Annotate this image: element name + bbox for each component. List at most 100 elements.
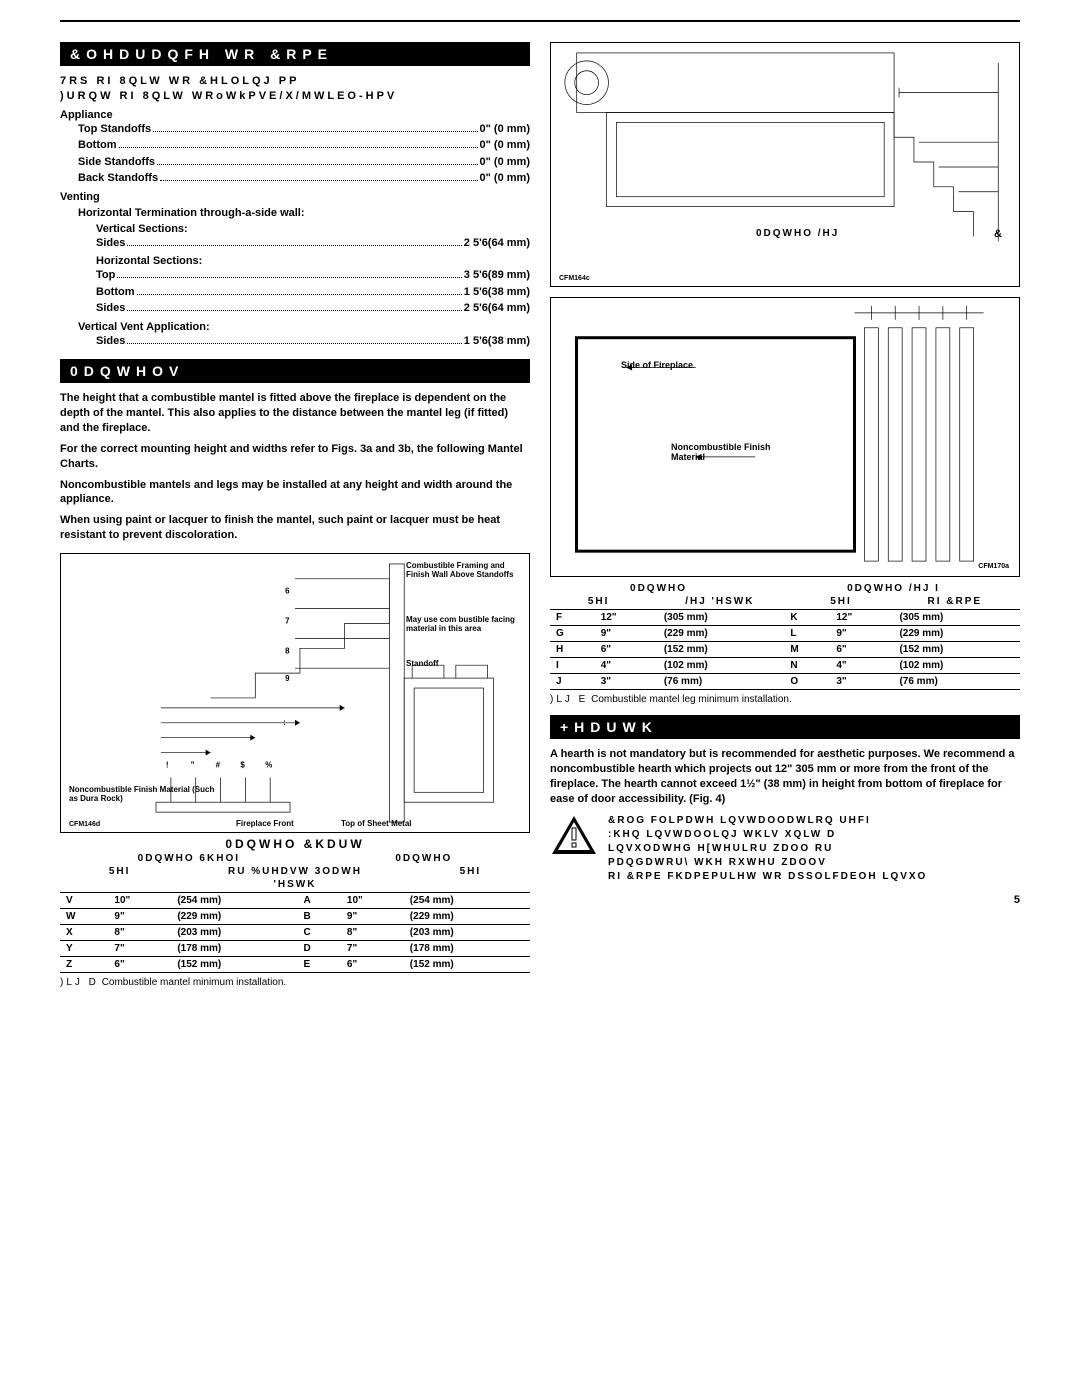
table-row: F12"(305 mm)K12"(305 mm) [550,610,1020,626]
table-cell: 12" [595,610,658,626]
vert-vent-label: Vertical Vent Application: [60,321,530,333]
chart3b-sub-left: 0DQWHO [630,583,687,594]
left-column: &OHDUDQFH WR &RPE 7RS RI 8QLW WR &HLOLQJ… [60,42,530,998]
table-cell: (152 mm) [171,956,297,972]
table-cell: 9" [830,626,893,642]
dots [127,245,461,246]
diagram-code-top: CFM164c [559,275,590,282]
table-cell: 10" [341,892,404,908]
fig3b-caption: )LJ E Combustible mantel leg minimum ins… [550,694,1020,705]
spec-row: Side Standoffs 0" (0 mm) [60,154,530,171]
table-cell: 3" [830,674,893,690]
table-cell: (254 mm) [404,892,530,908]
table-cell: Z [60,956,108,972]
dots [153,131,477,132]
table-cell: 7" [108,940,171,956]
table-row: Y7"(178 mm)D7"(178 mm) [60,940,530,956]
table-cell: (102 mm) [893,658,1020,674]
dots [127,310,461,311]
svg-text:%: % [265,760,272,769]
table-cell: 9" [595,626,658,642]
table-cell: 6" [595,642,658,658]
table-cell: E [297,956,340,972]
table-row: G9"(229 mm)L9"(229 mm) [550,626,1020,642]
chart3a-breast: RU %UHDVW 3ODWH [228,866,362,877]
spec-label: Top [96,267,115,284]
mantels-para: For the correct mounting height and widt… [60,442,530,472]
clearance-line1: 7RS RI 8QLW WR &HLOLQJ PP [60,74,530,89]
svg-text:9: 9 [285,674,290,683]
table-cell: O [784,674,830,690]
table-cell: (178 mm) [404,940,530,956]
diagram-code-bot: CFM170a [978,563,1009,570]
horiz-sections-label: Horizontal Sections: [60,255,530,267]
table-cell: F [550,610,595,626]
chart3a-ref-left: 5HI [109,866,131,877]
table-cell: 4" [830,658,893,674]
table-cell: 3" [595,674,658,690]
warn-line: PDQGDWRU\ WKH RXWHU ZDOOV [608,856,927,870]
spec-val: 0" (0 mm) [480,170,530,187]
spec-label: Sides [96,235,125,252]
table-cell: (305 mm) [893,610,1020,626]
mantels-para: Noncombustible mantels and legs may be i… [60,478,530,508]
figure-3b-bottom: Side of Fireplace Noncombustible Finish … [550,297,1020,577]
table-cell: X [60,924,108,940]
spec-row: Sides 2 5'6(64 mm) [60,235,530,252]
caption-prefix: )LJ D [60,977,99,988]
table-cell: 6" [108,956,171,972]
warn-line: LQVXODWHG H[WHULRU ZDOO RU [608,842,927,856]
spec-label: Sides [96,300,125,317]
diagram-standoff-label: Standoff [406,659,438,668]
spec-val: 0" (0 mm) [480,137,530,154]
table-row: I4"(102 mm)N4"(102 mm) [550,658,1020,674]
table-cell: (229 mm) [404,908,530,924]
svg-text:": " [191,760,195,769]
spec-val: 1 5'6(38 mm) [464,284,530,301]
warning-text: &ROG FOLPDWH LQVWDOODWLRQ UHFI :KHQ LQVW… [608,814,927,884]
table-cell: 8" [341,924,404,940]
spec-val: 2 5'6(64 mm) [464,235,530,252]
caption-text: Combustible mantel leg minimum installat… [591,694,792,705]
clearance-header: &OHDUDQFH WR &RPE [60,42,530,66]
spec-label: Sides [96,333,125,350]
table-cell: (152 mm) [658,642,785,658]
chart3a-title: 0DQWHO &KDUW [60,837,530,851]
page-number: 5 [550,894,1020,906]
fig3a-caption: )LJ D Combustible mantel minimum install… [60,977,530,988]
table-cell: 10" [108,892,171,908]
table-cell: (203 mm) [171,924,297,940]
hearth-header: +HDUWK [550,715,1020,739]
chart3a-sub-right: 0DQWHO [395,853,452,864]
warning-icon [550,814,598,856]
chart3b-table: F12"(305 mm)K12"(305 mm)G9"(229 mm)L9"(2… [550,609,1020,690]
venting-label: Venting [60,191,530,203]
spec-row: Sides1 5'6(38 mm) [60,333,530,350]
table-cell: 8" [108,924,171,940]
side-label: Side of Fireplace [621,360,693,370]
table-cell: 6" [341,956,404,972]
spec-label: Side Standoffs [78,154,155,171]
table-cell: V [60,892,108,908]
diagram-front-label: Fireplace Front [236,819,294,828]
table-cell: B [297,908,340,924]
table-row: X8"(203 mm)C8"(203 mm) [60,924,530,940]
dots [137,294,462,295]
noncomb-label: Noncombustible Finish Material [671,443,771,463]
spec-val: 2 5'6(64 mm) [464,300,530,317]
chart3a-ref-right: 5HI [460,866,482,877]
table-cell: A [297,892,340,908]
svg-text:#: # [216,760,221,769]
figure-3b-top: 0DQWHO /HJ & CFM164c [550,42,1020,287]
table-row: J3"(76 mm)O3"(76 mm) [550,674,1020,690]
table-cell: (76 mm) [893,674,1020,690]
dots [160,180,477,181]
table-row: W9"(229 mm)B9"(229 mm) [60,908,530,924]
table-cell: (203 mm) [404,924,530,940]
figure-3a: 6 7 8 9 : ! " # $ % Combustible Framing … [60,553,530,833]
spec-val: 0" (0 mm) [480,154,530,171]
table-cell: Y [60,940,108,956]
table-row: H6"(152 mm)M6"(152 mm) [550,642,1020,658]
table-cell: C [297,924,340,940]
dots [117,277,461,278]
